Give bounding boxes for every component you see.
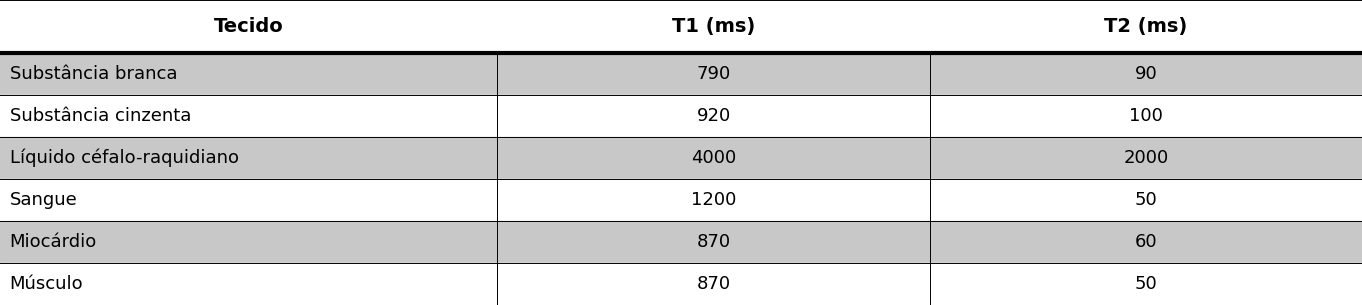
Text: 1200: 1200 [691,191,737,209]
Text: 50: 50 [1135,191,1158,209]
Text: T2 (ms): T2 (ms) [1105,17,1188,36]
Bar [0,137,1362,179]
Bar [0,95,1362,137]
Bar [0,53,1362,95]
Text: 790: 790 [696,65,731,83]
Text: 870: 870 [696,275,731,293]
Text: Sangue: Sangue [10,191,78,209]
Text: 50: 50 [1135,275,1158,293]
Text: Substância cinzenta: Substância cinzenta [10,107,191,125]
Text: 4000: 4000 [691,149,737,167]
Text: 100: 100 [1129,107,1163,125]
Text: Miocárdio: Miocárdio [10,233,97,251]
Bar [0,263,1362,305]
Text: 90: 90 [1135,65,1158,83]
Text: T1 (ms): T1 (ms) [671,17,756,36]
Text: 920: 920 [696,107,731,125]
Text: Tecido: Tecido [214,17,283,36]
Bar [0,221,1362,263]
Text: Músculo: Músculo [10,275,83,293]
Text: 60: 60 [1135,233,1158,251]
Text: Substância branca: Substância branca [10,65,177,83]
Text: 2000: 2000 [1124,149,1169,167]
Text: Líquido céfalo-raquidiano: Líquido céfalo-raquidiano [10,149,238,167]
Bar [0,179,1362,221]
Text: 870: 870 [696,233,731,251]
Bar [0,0,1362,53]
